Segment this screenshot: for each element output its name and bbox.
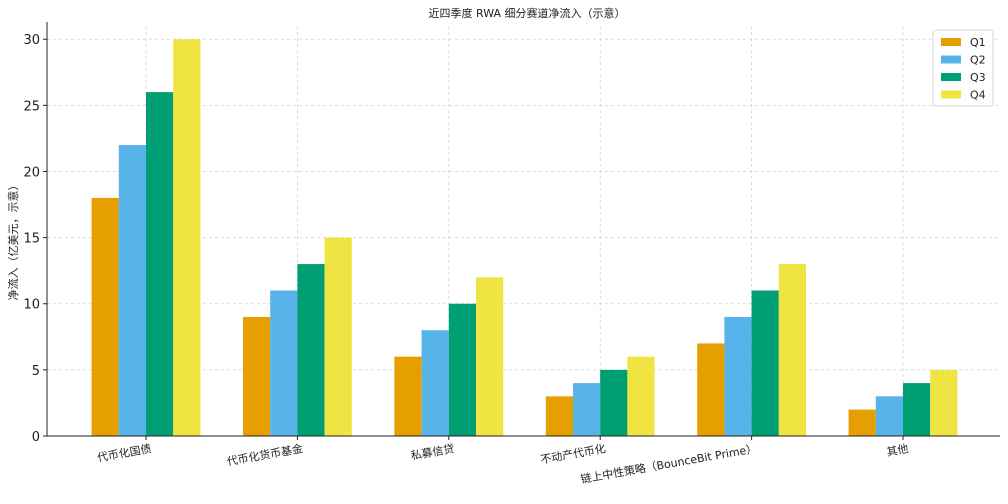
bar-q2-1 [270,290,298,436]
bar-q3-0 [146,92,174,437]
bar-q3-5 [903,383,931,436]
bar-q1-4 [697,343,725,436]
x-tick-label: 其他 [886,442,910,459]
bar-q2-2 [421,330,449,436]
y-tick-label: 30 [23,33,40,48]
bar-q4-3 [627,356,655,436]
bar-q4-1 [324,237,352,436]
bar-q2-4 [724,316,752,436]
legend-swatch-q2 [941,55,961,64]
legend-swatch-q4 [941,90,961,99]
y-tick-label: 25 [23,99,40,114]
grid-layer [47,26,1000,437]
bar-q4-2 [476,277,504,436]
bar-q3-2 [448,303,476,436]
bar-q1-1 [243,316,271,436]
x-tick-label: 代币化货币基金 [226,441,304,468]
y-tick-label: 0 [32,430,40,445]
bar-q2-3 [573,383,601,436]
bars-layer [91,39,958,437]
chart-title: 近四季度 RWA 细分赛道净流入（示意） [429,6,626,20]
bar-q3-4 [751,290,779,436]
legend-box [932,29,994,107]
bar-q2-0 [118,145,146,436]
bar-q4-4 [778,264,806,436]
y-tick-label: 15 [23,232,40,247]
legend-label-q3: Q3 [970,71,986,84]
y-axis-label: 净流入（亿美元，示意） [6,180,20,301]
legend-label-q1: Q1 [970,36,986,49]
x-tick-label: 代币化国债 [96,441,153,464]
bar-q1-5 [848,409,876,436]
legend-swatch-q1 [941,38,961,46]
bar-q2-5 [875,396,903,436]
x-tick-label: 不动产代币化 [539,441,606,466]
bar-q3-3 [600,369,628,436]
bar-q1-2 [394,356,422,436]
bar-q4-0 [173,39,201,437]
y-tick-label: 10 [23,298,40,313]
legend: Q1 Q2 Q3 Q4 [932,29,994,107]
bar-q1-0 [91,197,119,436]
y-tick-label: 5 [32,364,40,379]
bar-q1-3 [545,396,573,436]
legend-swatch-q3 [941,73,961,81]
bar-q3-1 [297,264,325,436]
bar-q4-5 [930,369,958,436]
legend-label-q4: Q4 [970,89,986,102]
legend-label-q2: Q2 [970,54,986,67]
x-tick-label: 链上中性策略（BounceBit Prime） [579,441,758,486]
y-tick-label: 20 [23,165,40,180]
x-tick-label: 私募信贷 [410,441,456,462]
